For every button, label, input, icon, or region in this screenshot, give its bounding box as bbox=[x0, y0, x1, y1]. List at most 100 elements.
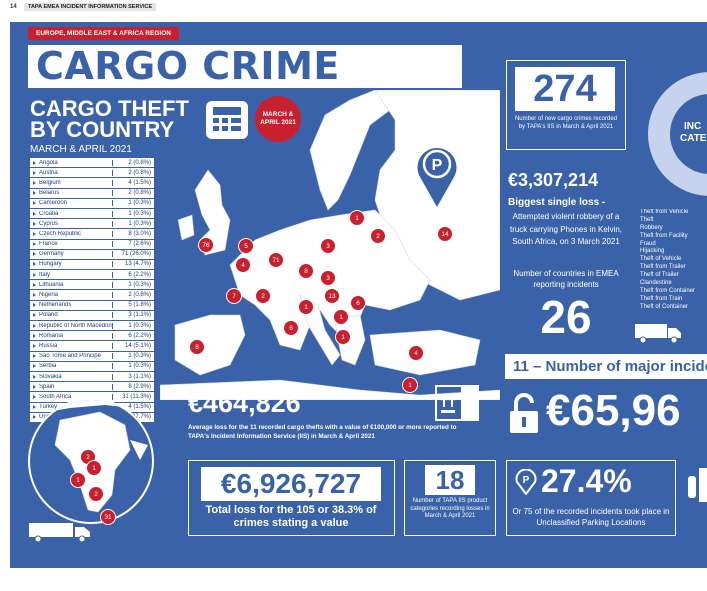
map-pin: 1 bbox=[349, 210, 365, 226]
country-name: Romania bbox=[39, 332, 64, 339]
category-donut: INC CATE bbox=[640, 66, 707, 202]
donut-label-line2: CATE bbox=[680, 133, 707, 144]
country-row: Czech Republic 8 (3.0%) bbox=[30, 229, 154, 240]
country-row: France 7 (2.6%) bbox=[30, 239, 154, 250]
total-loss-caption: Total loss for the 105 or 38.3% of crime… bbox=[205, 504, 377, 529]
country-value: 7 (2.6%) bbox=[112, 241, 154, 248]
donut-label-line1: INC bbox=[684, 121, 702, 132]
map-pin: 8 bbox=[298, 263, 314, 279]
countries-count-caption: Number of countries in EMEA reporting in… bbox=[513, 269, 619, 289]
bullet-triangle-icon bbox=[33, 313, 36, 318]
partial-edge-icon bbox=[688, 468, 707, 508]
country-row: Russia 14 (5.1%) bbox=[30, 341, 154, 352]
parking-icon: P bbox=[515, 468, 537, 496]
new-crimes-value: 274 bbox=[533, 68, 597, 110]
country-name: Belarus bbox=[39, 190, 60, 197]
avg-loss-caption: Average loss for the 11 recorded cargo t… bbox=[188, 424, 457, 440]
bullet-triangle-icon bbox=[33, 394, 36, 399]
category-item: Theft of Trailer bbox=[640, 272, 679, 279]
bullet-triangle-icon bbox=[33, 252, 36, 257]
section-heading-line2: BY COUNTRY bbox=[30, 117, 175, 142]
country-value: 1 (0.3%) bbox=[112, 200, 154, 207]
country-name: Nigeria bbox=[39, 292, 59, 299]
map-pin: 7 bbox=[226, 288, 242, 304]
country-value: 6 (2.2%) bbox=[112, 271, 154, 278]
category-item: Theft from Facility bbox=[640, 232, 688, 239]
country-value: 2 (0.8%) bbox=[112, 190, 154, 197]
category-item: Clandestine bbox=[640, 280, 672, 287]
country-name: Serbia bbox=[39, 363, 57, 370]
total-loss-box: €6,926,727 Total loss for the 105 or 38.… bbox=[188, 460, 395, 536]
country-name: Croatia bbox=[39, 210, 59, 217]
country-row: Austria 2 (0.8%) bbox=[30, 168, 154, 179]
map-pin: 1 bbox=[298, 299, 314, 315]
africa-pin: 2 bbox=[88, 486, 104, 502]
bullet-triangle-icon bbox=[33, 160, 36, 165]
map-pin: 4 bbox=[408, 345, 424, 361]
truck-bottom-icon bbox=[28, 521, 92, 543]
biggest-loss-value: €3,307,214 bbox=[508, 170, 599, 190]
country-row: Spain 8 (2.9%) bbox=[30, 382, 154, 393]
new-crimes-box: 274 Number of new cargo crimes recorded … bbox=[506, 60, 626, 150]
bullet-triangle-icon bbox=[33, 415, 36, 420]
country-row: Belarus 2 (0.8%) bbox=[30, 188, 154, 199]
country-table: Angola 2 (0.8%) Austria 2 (0.8%) Belgium 4 (1… bbox=[30, 158, 154, 423]
country-name: Poland bbox=[39, 312, 58, 319]
country-name: Cameroon bbox=[39, 200, 68, 207]
parking-caption: Or 75 of the recorded incidents took pla… bbox=[512, 507, 670, 527]
map-pin: 14 bbox=[437, 226, 453, 242]
product-categories-caption: Number of TAPA IIS product categories re… bbox=[410, 498, 490, 519]
bullet-triangle-icon bbox=[33, 405, 36, 410]
country-value: 13 (4.7%) bbox=[112, 261, 154, 268]
section-heading-line1: CARGO THEFT bbox=[30, 96, 189, 121]
country-row: Angola 2 (0.8%) bbox=[30, 158, 154, 169]
map-pin: 2 bbox=[370, 228, 386, 244]
section-period: MARCH & APRIL 2021 bbox=[30, 144, 132, 155]
country-row: Lithuania 1 (0.3%) bbox=[30, 280, 154, 291]
bullet-triangle-icon bbox=[33, 384, 36, 389]
country-name: Hungary bbox=[39, 261, 62, 268]
country-value: 6 (2.2%) bbox=[112, 332, 154, 339]
country-value: 8 (2.9%) bbox=[112, 383, 154, 390]
map-pin: 6 bbox=[350, 295, 366, 311]
country-row: Serbia 1 (0.3%) bbox=[30, 361, 154, 372]
country-row: Poland 3 (1.1%) bbox=[30, 310, 154, 321]
country-name: Turkey bbox=[39, 404, 58, 411]
new-crimes-value-box: 274 bbox=[515, 67, 615, 111]
bullet-triangle-icon bbox=[33, 242, 36, 247]
map-pin: 8 bbox=[189, 339, 205, 355]
country-name: Netherlands bbox=[39, 302, 72, 309]
country-name: France bbox=[39, 241, 58, 248]
country-value: 2 (0.8%) bbox=[112, 169, 154, 176]
map-pin: 1 bbox=[402, 377, 418, 393]
map-pin: 3 bbox=[320, 238, 336, 254]
major-incidents-label: 11 – Number of major incide bbox=[513, 358, 707, 375]
new-crimes-caption: Number of new cargo crimes recorded by T… bbox=[514, 116, 618, 130]
page-number: 14 bbox=[10, 4, 17, 10]
category-item: Theft bbox=[640, 216, 654, 223]
bullet-triangle-icon bbox=[33, 293, 36, 298]
country-row: Hungary 13 (4.7%) bbox=[30, 259, 154, 271]
region-label: EUROPE, MIDDLE EAST & AFRICA REGION bbox=[28, 27, 179, 40]
parking-value: 27.4% bbox=[541, 463, 632, 499]
country-name: Angola bbox=[39, 159, 58, 166]
category-item: Theft from Vehicle bbox=[640, 209, 689, 215]
country-name: Russia bbox=[39, 342, 58, 349]
bullet-triangle-icon bbox=[33, 343, 36, 348]
lock-icon bbox=[508, 393, 540, 435]
country-value: 71 (26.0%) bbox=[112, 251, 154, 258]
map-pin: 5 bbox=[238, 238, 254, 254]
country-name: Slovakia bbox=[39, 373, 62, 380]
bullet-triangle-icon bbox=[33, 221, 36, 226]
map-pin: 13 bbox=[324, 288, 340, 304]
country-row: Nigeria 2 (0.8%) bbox=[30, 290, 154, 301]
map-pin: 1 bbox=[335, 329, 351, 345]
top-bar bbox=[0, 0, 707, 18]
svg-text:P: P bbox=[523, 475, 530, 486]
country-value: 14 (5.1%) bbox=[112, 342, 154, 349]
country-name: Spain bbox=[39, 383, 55, 390]
product-categories-box: 18 Number of TAPA IIS product categories… bbox=[404, 460, 496, 536]
bullet-triangle-icon bbox=[33, 211, 36, 216]
countries-count-value: 26 bbox=[540, 291, 592, 343]
category-item: Theft from Trailer bbox=[640, 264, 686, 271]
